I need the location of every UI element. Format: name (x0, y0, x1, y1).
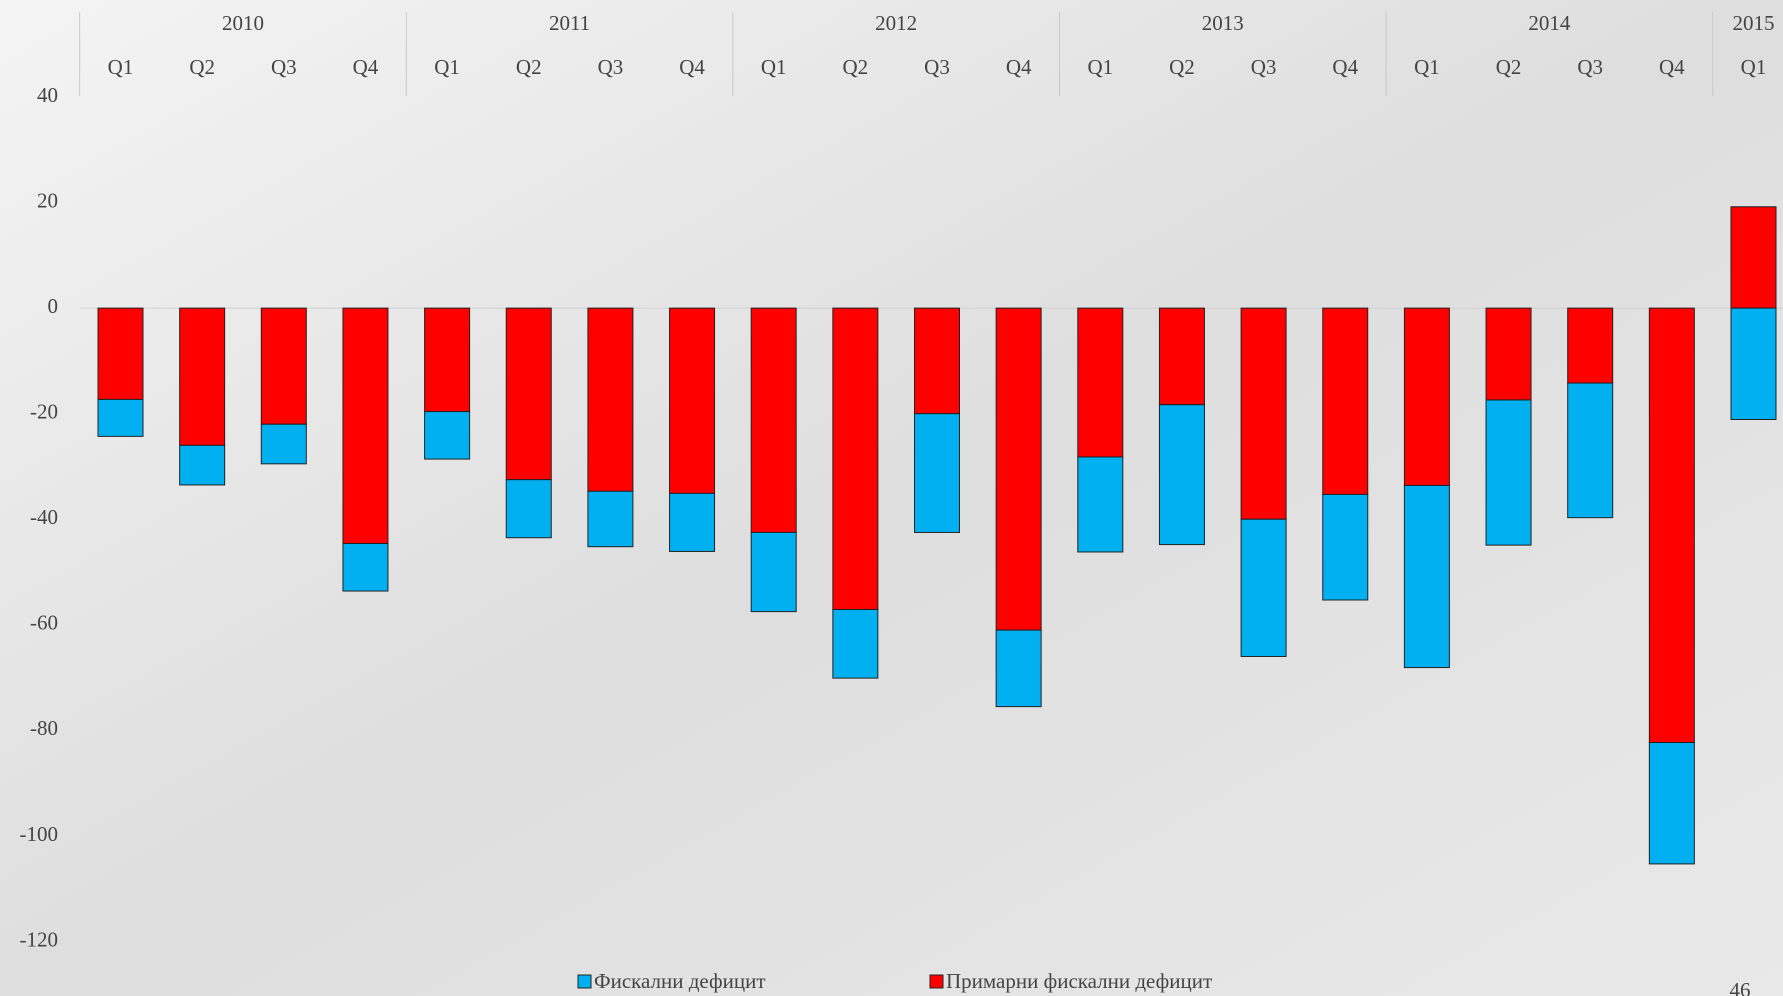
y-tick-label: -60 (30, 611, 58, 635)
y-tick-label: 40 (37, 83, 58, 107)
bar-segment (424, 307, 471, 413)
x-tick-label: Q1 (1087, 55, 1113, 79)
bar-segment (179, 307, 226, 446)
bar-segment (1158, 404, 1205, 546)
x-tick-label: Q2 (516, 55, 542, 79)
year-label: 2013 (1202, 11, 1244, 35)
bar-segment (1648, 307, 1695, 744)
y-tick-label: 0 (48, 294, 59, 318)
x-tick-label: Q1 (434, 55, 460, 79)
bar-segment (97, 398, 144, 437)
bar-segment (914, 307, 960, 415)
bar-segment (342, 307, 389, 545)
bar-segment (1240, 518, 1287, 657)
year-label: 2015 (1733, 11, 1775, 35)
page-number: 46 (1730, 978, 1751, 996)
x-tick-label: Q2 (189, 55, 215, 79)
bar-segment (424, 411, 471, 460)
x-tick-label: Q2 (1169, 55, 1195, 79)
bar-segment (260, 307, 307, 425)
x-tick-label: Q3 (271, 55, 297, 79)
x-tick-label: Q3 (598, 55, 624, 79)
x-tick-label: Q3 (1577, 55, 1603, 79)
legend-label: Фискални дефицит (594, 969, 766, 993)
bar-segment (1567, 307, 1614, 384)
x-tick-label: Q3 (924, 55, 950, 79)
bar-segment (260, 423, 307, 465)
bar-segment (1730, 307, 1777, 420)
bar-segment (1648, 742, 1695, 865)
bar-segment (832, 609, 879, 679)
x-tick-label: Q3 (1251, 55, 1277, 79)
x-tick-label: Q4 (1332, 55, 1358, 79)
bar-segment (750, 531, 797, 613)
bar-segment (1240, 307, 1287, 520)
bar-segment (587, 490, 634, 548)
bar-segment (669, 307, 716, 494)
x-tick-label: Q4 (1006, 55, 1032, 79)
bar-segment (342, 543, 389, 592)
x-tick-label: Q1 (761, 55, 787, 79)
bar-segment (995, 629, 1042, 708)
bar-segment (832, 307, 879, 611)
bar-segment (1158, 307, 1205, 406)
bar-segment (1567, 382, 1614, 519)
bar-segment (1485, 399, 1532, 546)
bar-segment (505, 307, 552, 481)
x-tick-label: Q2 (843, 55, 869, 79)
x-tick-label: Q4 (1659, 55, 1685, 79)
bar-segment (914, 413, 960, 533)
bar-segment (669, 492, 716, 552)
bar-segment (1403, 307, 1450, 486)
y-tick-label: -100 (20, 822, 59, 846)
bar-segment (505, 479, 552, 539)
x-tick-label: Q2 (1496, 55, 1522, 79)
legend-swatch (929, 974, 944, 989)
bar-segment (97, 307, 144, 400)
x-tick-label: Q1 (108, 55, 134, 79)
year-label: 2011 (549, 11, 590, 35)
y-tick-label: -20 (30, 400, 58, 424)
bar-segment (1077, 456, 1124, 553)
year-label: 2012 (875, 11, 917, 35)
bar-segment (1730, 206, 1777, 309)
bar-segment (179, 444, 226, 486)
x-tick-label: Q1 (1741, 55, 1767, 79)
bar-segment (1403, 484, 1450, 669)
bar-segment (1322, 307, 1369, 495)
bar-segment (587, 307, 634, 492)
bar-segment (1322, 493, 1369, 601)
y-tick-label: -80 (30, 716, 58, 740)
bar-segment (995, 307, 1042, 631)
x-tick-label: Q1 (1414, 55, 1440, 79)
bar-segment (1485, 307, 1532, 401)
year-label: 2010 (222, 11, 264, 35)
legend-swatch (577, 974, 592, 989)
bar-segment (750, 307, 797, 533)
legend-label: Примарни фискални дефицит (946, 969, 1212, 993)
year-label: 2014 (1528, 11, 1571, 35)
y-tick-label: -120 (20, 927, 59, 951)
x-tick-label: Q4 (353, 55, 379, 79)
y-tick-label: 20 (37, 188, 58, 212)
y-tick-label: -40 (30, 505, 58, 529)
x-tick-label: Q4 (679, 55, 705, 79)
bar-segment (1077, 307, 1124, 458)
